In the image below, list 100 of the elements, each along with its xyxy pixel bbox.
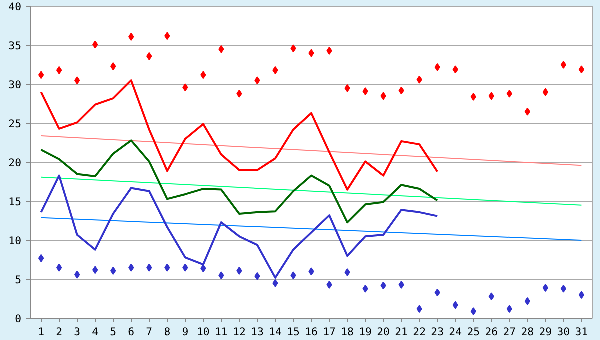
x-tick-label: 17 bbox=[323, 326, 336, 338]
x-tick-label: 14 bbox=[269, 326, 282, 338]
point bbox=[56, 66, 62, 74]
point bbox=[236, 266, 242, 275]
point bbox=[218, 45, 224, 54]
y-tick-label: 15 bbox=[8, 196, 22, 208]
x-tick-label: 16 bbox=[305, 326, 318, 338]
point bbox=[452, 301, 458, 310]
y-tick-label: 40 bbox=[8, 0, 22, 14]
x-tick-label: 13 bbox=[251, 326, 264, 338]
point bbox=[308, 49, 314, 58]
point bbox=[398, 280, 404, 289]
point bbox=[578, 291, 585, 300]
y-tick-label: 5 bbox=[15, 274, 22, 286]
y-tick-label: 20 bbox=[8, 156, 22, 170]
point bbox=[110, 266, 116, 275]
point bbox=[128, 32, 134, 41]
point bbox=[380, 282, 386, 290]
point bbox=[434, 288, 440, 297]
x-tick-label: 19 bbox=[359, 326, 372, 338]
point bbox=[488, 92, 494, 100]
point bbox=[506, 305, 512, 314]
x-tick-label: 11 bbox=[215, 326, 228, 338]
x-tick-label: 28 bbox=[521, 326, 534, 338]
x-tick-label: 15 bbox=[287, 326, 300, 338]
x-tick-label: 5 bbox=[110, 326, 117, 338]
line-series bbox=[40, 140, 439, 224]
point bbox=[182, 84, 188, 92]
point bbox=[236, 90, 242, 98]
point bbox=[560, 61, 567, 69]
point bbox=[542, 284, 548, 292]
x-tick-label: 10 bbox=[197, 326, 210, 338]
point bbox=[344, 84, 350, 92]
point bbox=[92, 40, 98, 49]
point bbox=[524, 108, 530, 116]
x-tick-label: 29 bbox=[539, 326, 552, 338]
point bbox=[254, 76, 260, 85]
x-tick-label: 21 bbox=[395, 326, 408, 338]
y-tick-label: 10 bbox=[8, 234, 22, 248]
point bbox=[362, 284, 368, 293]
point bbox=[74, 76, 80, 85]
point bbox=[200, 264, 206, 273]
point bbox=[218, 272, 224, 280]
point bbox=[470, 307, 476, 316]
point bbox=[344, 268, 350, 276]
x-tick-label: 26 bbox=[485, 326, 498, 338]
x-tick-label: 25 bbox=[467, 326, 480, 338]
point bbox=[56, 264, 62, 272]
point bbox=[488, 292, 494, 301]
point bbox=[326, 46, 332, 55]
x-tick-label: 27 bbox=[503, 326, 516, 338]
point bbox=[290, 44, 296, 53]
point bbox=[326, 280, 332, 289]
point bbox=[434, 63, 440, 72]
x-tick-label: 9 bbox=[182, 326, 189, 338]
y-tick-label: 25 bbox=[8, 118, 22, 130]
point bbox=[38, 254, 44, 262]
point bbox=[272, 279, 278, 288]
point bbox=[506, 90, 512, 98]
x-tick-label: 6 bbox=[128, 326, 135, 338]
point bbox=[380, 92, 386, 100]
point bbox=[362, 88, 368, 96]
point bbox=[92, 266, 98, 274]
x-tick-label: 2 bbox=[56, 326, 63, 338]
point bbox=[290, 272, 296, 280]
point bbox=[452, 66, 458, 74]
line-series bbox=[40, 80, 439, 191]
y-tick-label: 35 bbox=[8, 40, 22, 52]
y-tick-label: 30 bbox=[8, 78, 22, 92]
x-tick-label: 20 bbox=[377, 326, 390, 338]
x-tick-label: 7 bbox=[146, 326, 153, 338]
point bbox=[146, 52, 152, 60]
point bbox=[110, 62, 116, 71]
point bbox=[416, 76, 422, 84]
x-tick-label: 30 bbox=[557, 326, 570, 338]
point bbox=[578, 66, 585, 74]
point bbox=[38, 71, 44, 80]
x-tick-label: 23 bbox=[431, 326, 444, 338]
point bbox=[308, 268, 314, 276]
point bbox=[164, 264, 170, 272]
point bbox=[164, 32, 170, 40]
point bbox=[254, 272, 260, 280]
point bbox=[416, 305, 422, 314]
x-tick-label: 4 bbox=[92, 326, 99, 338]
x-tick-label: 18 bbox=[341, 326, 354, 338]
x-tick-label: 22 bbox=[413, 326, 426, 338]
point bbox=[200, 71, 206, 80]
x-tick-label: 8 bbox=[164, 326, 171, 338]
point bbox=[398, 86, 404, 95]
point bbox=[560, 284, 567, 293]
point bbox=[128, 264, 134, 272]
y-tick-label: 0 bbox=[15, 312, 22, 326]
x-tick-label: 24 bbox=[449, 326, 462, 338]
point bbox=[272, 66, 278, 74]
point bbox=[74, 270, 80, 279]
x-tick-label: 1 bbox=[38, 326, 45, 338]
point bbox=[146, 264, 152, 272]
point bbox=[470, 92, 476, 101]
x-tick-label: 3 bbox=[74, 326, 81, 338]
x-tick-label: 31 bbox=[575, 326, 588, 338]
